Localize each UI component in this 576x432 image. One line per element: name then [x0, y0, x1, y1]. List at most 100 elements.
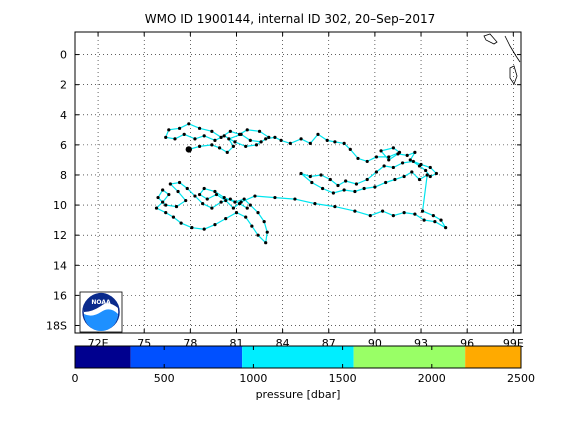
profile-markers [154, 122, 448, 245]
profile-point [264, 241, 268, 245]
profile-point [222, 134, 226, 138]
colorbar-label: pressure [dbar] [256, 388, 341, 401]
profile-point [202, 186, 206, 191]
profile-point [244, 215, 248, 219]
profile-point [410, 170, 414, 174]
profile-point [202, 227, 206, 231]
profile-point [344, 179, 348, 183]
profile-point [417, 177, 422, 182]
profile-point [387, 158, 391, 162]
colorbar-band [353, 346, 466, 368]
profile-point [193, 194, 197, 198]
profile-point [168, 182, 172, 186]
profile-point [227, 137, 231, 141]
profile-point [428, 165, 432, 170]
profile-point [365, 177, 369, 182]
profile-point [279, 138, 283, 142]
profile-point [391, 146, 395, 150]
y-tick-label: 0 [60, 49, 67, 62]
profile-point [402, 174, 406, 179]
profile-point [424, 168, 428, 173]
profile-point [431, 214, 435, 218]
plot-area [75, 32, 521, 333]
profile-point [396, 152, 400, 156]
profile-point [321, 186, 325, 191]
profile-point [250, 224, 254, 228]
profile-point [374, 155, 379, 159]
profile-point [242, 197, 246, 201]
profile-point [164, 211, 168, 215]
profile-point [273, 195, 277, 200]
profile-point [184, 198, 188, 203]
profile-point [400, 161, 405, 165]
profile-point [313, 201, 317, 206]
profile-point [353, 209, 357, 213]
profile-point [219, 200, 223, 204]
y-tick-label: 8 [60, 169, 67, 182]
profile-point [413, 212, 417, 216]
profile-point [310, 180, 314, 185]
profile-point [379, 149, 383, 153]
profile-point [353, 189, 357, 194]
profile-point [156, 195, 160, 200]
colorbar-band [242, 346, 354, 368]
profile-point [173, 137, 177, 141]
chart-title: WMO ID 1900144, internal ID 302, 20–Sep–… [145, 12, 436, 26]
profile-point [202, 134, 206, 138]
profile-point [439, 218, 443, 222]
profile-point [164, 203, 168, 207]
profile-point [210, 143, 214, 147]
profile-point [210, 129, 214, 133]
profile-point [248, 203, 252, 207]
profile-point [237, 201, 242, 206]
profile-point [187, 122, 191, 126]
profile-point [193, 137, 197, 141]
profile-point [354, 182, 359, 186]
profile-point [382, 164, 386, 168]
profile-point [420, 209, 425, 213]
profile-point [444, 226, 448, 230]
profile-point [161, 188, 165, 192]
noaa-logo-text: NOAA [91, 299, 111, 306]
profile-point [244, 144, 248, 148]
profile-point [257, 129, 262, 133]
profile-point [231, 144, 236, 148]
colorbar-tick-label: 2000 [418, 372, 446, 385]
profile-point [288, 141, 292, 145]
profile-point [224, 217, 228, 221]
colorbar-band [75, 346, 131, 368]
profile-point [299, 171, 303, 176]
profile-point [422, 218, 426, 222]
profile-point [213, 189, 217, 194]
profile-point [237, 132, 242, 136]
profile-point [391, 214, 395, 218]
profile-point [217, 146, 222, 150]
profile-point [362, 186, 366, 191]
colorbar-tick-label: 2500 [507, 372, 535, 385]
y-tick-label: 2 [60, 79, 67, 92]
profile-point [253, 194, 257, 198]
profile-point [316, 132, 320, 136]
profile-point [393, 177, 397, 182]
profile-point [154, 206, 159, 210]
profile-point [233, 200, 237, 204]
profile-point [167, 192, 171, 197]
profile-point [365, 159, 369, 164]
start-point [185, 146, 193, 153]
colorbar-band [130, 346, 243, 368]
profile-point [336, 183, 340, 188]
y-tick-label: 12 [53, 229, 67, 242]
profile-point [164, 135, 168, 139]
profile-point [387, 155, 391, 159]
profile-point [179, 221, 183, 225]
profile-point [161, 200, 165, 204]
profile-point [205, 197, 209, 201]
profile-point [391, 165, 395, 170]
profile-point [356, 156, 360, 161]
profile-point [325, 138, 329, 142]
noaa-logo: NOAA [79, 291, 123, 333]
profile-point [177, 126, 182, 130]
profile-point [233, 140, 237, 144]
profile-point [342, 188, 346, 192]
